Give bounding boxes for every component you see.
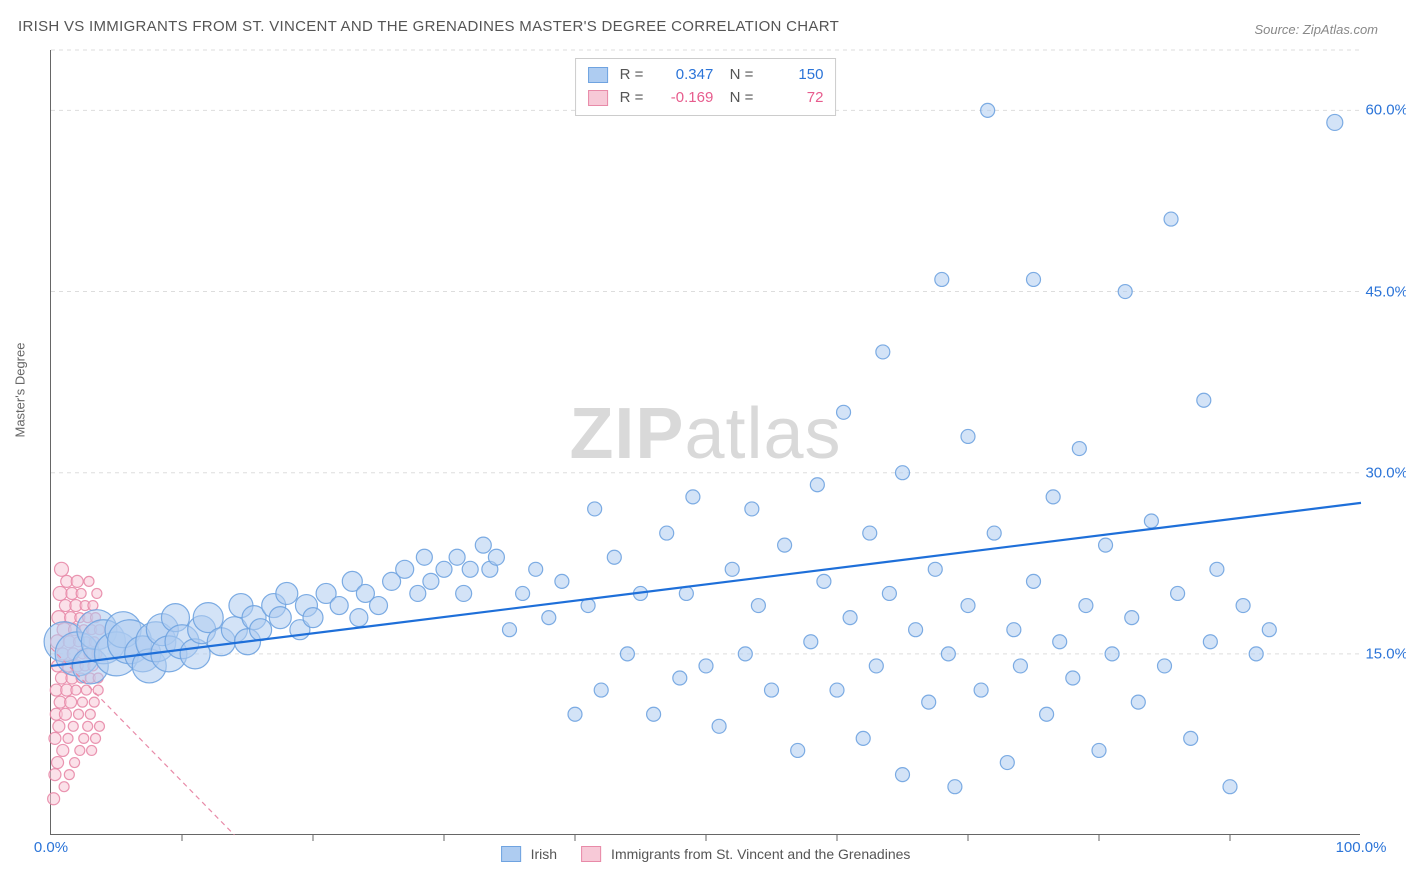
plot-area: ZIPatlas R = 0.347 N = 150 R = -0.169 N …	[50, 50, 1360, 835]
stats-row-blue: R = 0.347 N = 150	[588, 64, 824, 87]
stats-n-label: N =	[721, 64, 753, 87]
stats-r-value-blue: 0.347	[651, 64, 713, 87]
stats-n-value-blue: 150	[761, 64, 823, 87]
legend-label-irish: Irish	[531, 846, 557, 862]
stats-r-label: R =	[620, 87, 644, 110]
y-axis-label: Master's Degree	[13, 343, 28, 438]
swatch-blue	[588, 67, 608, 83]
chart-title: IRISH VS IMMIGRANTS FROM ST. VINCENT AND…	[18, 18, 839, 35]
y-tick-label: 60.0%	[1365, 102, 1406, 119]
y-tick-label: 45.0%	[1365, 283, 1406, 300]
x-tick-label: 0.0%	[34, 839, 68, 856]
swatch-pink	[588, 90, 608, 106]
legend-swatch-pink	[581, 846, 601, 862]
legend-swatch-blue	[501, 846, 521, 862]
stats-box: R = 0.347 N = 150 R = -0.169 N = 72	[575, 58, 837, 116]
stats-row-pink: R = -0.169 N = 72	[588, 87, 824, 110]
x-tick-label: 100.0%	[1336, 839, 1387, 856]
legend-item-irish: Irish	[501, 846, 557, 862]
stats-n-label: N =	[721, 87, 753, 110]
legend-label-immigrants: Immigrants from St. Vincent and the Gren…	[611, 846, 910, 862]
stats-r-value-pink: -0.169	[651, 87, 713, 110]
legend-bottom: Irish Immigrants from St. Vincent and th…	[501, 846, 911, 862]
legend-item-immigrants: Immigrants from St. Vincent and the Gren…	[581, 846, 910, 862]
source-label: Source: ZipAtlas.com	[1254, 22, 1378, 37]
stats-n-value-pink: 72	[761, 87, 823, 110]
y-tick-label: 30.0%	[1365, 464, 1406, 481]
chart-svg	[51, 50, 1360, 834]
stats-r-label: R =	[620, 64, 644, 87]
y-tick-label: 15.0%	[1365, 645, 1406, 662]
